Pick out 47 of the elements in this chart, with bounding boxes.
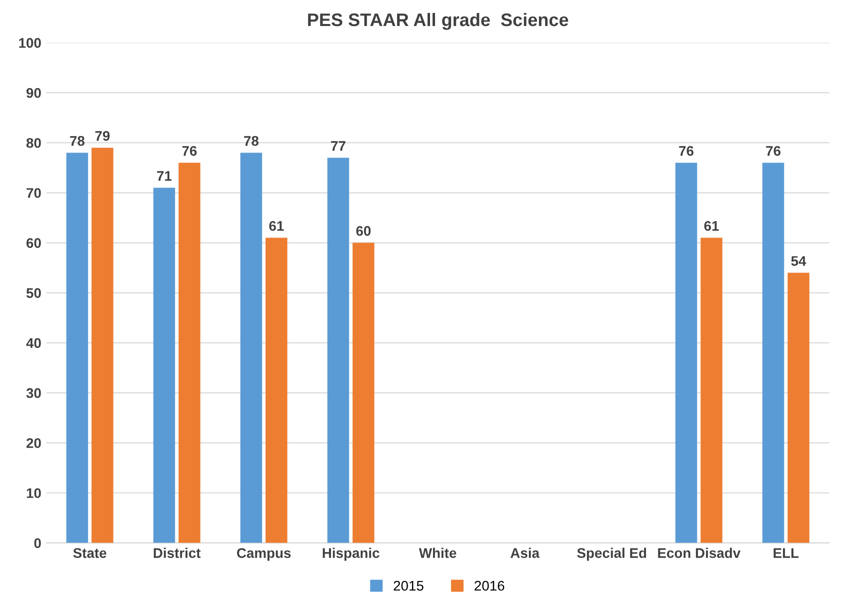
data-label: 61	[269, 221, 284, 231]
x-tick-label: White	[418, 548, 456, 558]
data-label: 76	[182, 146, 197, 156]
legend-label: 2015	[394, 580, 424, 591]
bar	[178, 162, 200, 543]
bar	[92, 148, 114, 543]
bar	[762, 162, 784, 543]
y-tick-label: 20	[26, 438, 41, 448]
x-tick-label: Asia	[510, 548, 540, 558]
data-label: 54	[791, 256, 806, 266]
x-tick-label: District	[154, 548, 201, 558]
bar	[240, 152, 262, 543]
data-label: 61	[704, 221, 719, 231]
x-tick-label: Special Ed	[577, 548, 646, 561]
bar	[327, 158, 350, 543]
data-label: 78	[70, 136, 84, 146]
y-tick-label: 0	[34, 538, 41, 548]
data-label: 71	[157, 171, 172, 181]
data-label: 79	[95, 130, 110, 141]
data-label: 77	[331, 141, 346, 151]
x-tick-label: State	[73, 548, 106, 558]
chart-title: PES STAAR All grade Science	[308, 12, 568, 30]
y-tick-label: 60	[26, 238, 41, 248]
data-label: 60	[356, 226, 371, 236]
y-tick-label: 70	[26, 188, 41, 198]
bar	[153, 188, 176, 543]
data-label: 76	[679, 146, 694, 156]
bar	[66, 152, 88, 543]
legend-label: 2016	[474, 580, 504, 591]
bar	[700, 238, 722, 543]
y-tick-label: 50	[26, 288, 41, 298]
bar	[266, 238, 288, 543]
data-label: 76	[766, 146, 780, 156]
bar	[675, 162, 698, 543]
x-tick-label: Econ Disadv	[658, 548, 740, 558]
bar	[352, 242, 374, 543]
x-tick-label: Campus	[237, 548, 291, 561]
bar	[788, 272, 810, 543]
y-tick-label: 100	[19, 38, 41, 48]
y-tick-label: 30	[26, 388, 41, 398]
y-tick-label: 90	[26, 88, 41, 98]
y-tick-label: 80	[26, 138, 41, 148]
data-label: 78	[244, 136, 259, 146]
y-tick-label: 40	[26, 338, 41, 348]
x-tick-label: ELL	[774, 548, 799, 558]
x-tick-label: Hispanic	[322, 548, 380, 561]
y-tick-label: 10	[26, 488, 41, 498]
